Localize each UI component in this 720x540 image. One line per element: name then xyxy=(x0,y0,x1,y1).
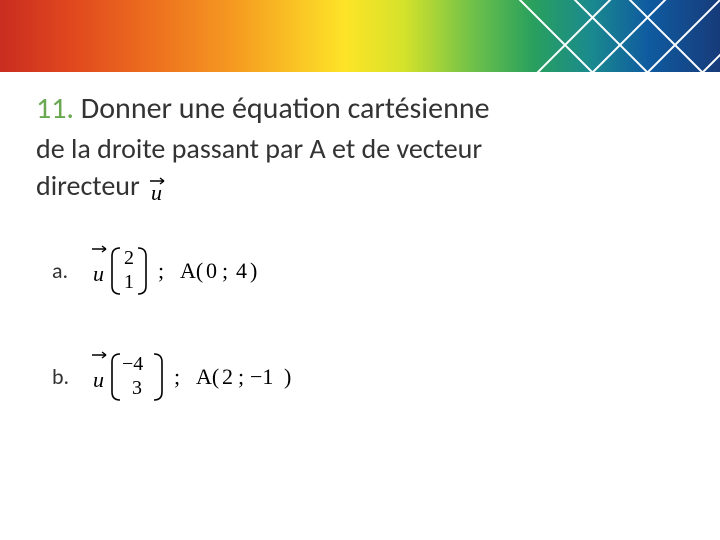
item-b-math: u −4 3 ; A( 2 ; −1 ) xyxy=(88,348,408,406)
svg-text:−1: −1 xyxy=(250,364,273,389)
header-diagonal-pattern xyxy=(480,0,720,72)
svg-text:): ) xyxy=(284,364,291,389)
vec-comp-top: 2 xyxy=(124,247,134,269)
svg-text:A(: A( xyxy=(196,364,219,389)
slide-header xyxy=(0,0,720,72)
svg-text:−4: −4 xyxy=(122,353,143,375)
question-title-text: Donner une équation cartésienne xyxy=(81,90,490,127)
question-number: 11. xyxy=(36,90,74,127)
item-label: a. xyxy=(52,257,74,284)
vector-u-inline: u xyxy=(146,169,172,203)
svg-text:4: 4 xyxy=(236,258,247,283)
slide-body: 11. Donner une équation cartésienne de l… xyxy=(0,72,720,406)
items-list: a. u 2 1 ; A( 0 ; 4 ) b. u −4 xyxy=(36,242,684,406)
vec-comp-bot: 1 xyxy=(124,271,134,293)
svg-text:u: u xyxy=(93,261,104,286)
svg-text:;: ; xyxy=(222,258,228,283)
svg-text:0: 0 xyxy=(206,258,217,283)
question-subtitle-1: de la droite passant par A et de vecteur xyxy=(36,132,684,166)
question-subtitle-2: directeur u xyxy=(36,169,684,205)
question-subtitle-2-text: directeur xyxy=(36,168,140,203)
svg-text:;: ; xyxy=(158,258,164,283)
svg-text:;: ; xyxy=(174,364,180,389)
question-title: 11. Donner une équation cartésienne xyxy=(36,90,684,128)
item-a: a. u 2 1 ; A( 0 ; 4 ) xyxy=(52,242,684,300)
svg-text:A(: A( xyxy=(180,258,203,283)
item-a-math: u 2 1 ; A( 0 ; 4 ) xyxy=(88,242,388,300)
item-label: b. xyxy=(52,363,74,390)
svg-text:u: u xyxy=(93,367,104,392)
svg-text:2: 2 xyxy=(222,364,233,389)
svg-text:3: 3 xyxy=(132,377,142,399)
item-b: b. u −4 3 ; A( 2 ; −1 ) xyxy=(52,348,684,406)
svg-text:;: ; xyxy=(238,364,244,389)
svg-text:): ) xyxy=(250,258,257,283)
svg-text:u: u xyxy=(151,180,162,204)
